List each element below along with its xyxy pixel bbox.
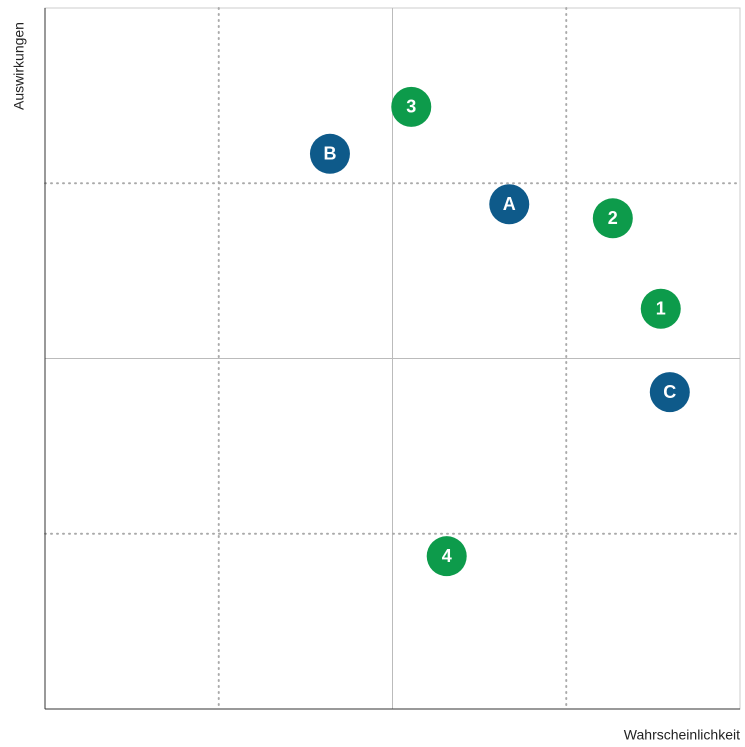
- point-label: C: [663, 382, 676, 402]
- point-label: 1: [656, 298, 666, 318]
- point: [649, 372, 690, 413]
- point: [489, 184, 530, 225]
- point-label: 3: [406, 97, 416, 117]
- point: [309, 133, 350, 174]
- y-axis-label: Auswirkungen: [11, 22, 27, 110]
- point: [426, 536, 467, 577]
- point: [391, 86, 432, 127]
- point: [592, 198, 633, 239]
- point-label: 4: [442, 546, 452, 566]
- x-axis-label: Wahrscheinlichkeit: [624, 727, 740, 743]
- point-label: A: [503, 194, 516, 214]
- point-label: 2: [608, 208, 618, 228]
- point-label: B: [323, 144, 336, 164]
- point: [640, 288, 681, 329]
